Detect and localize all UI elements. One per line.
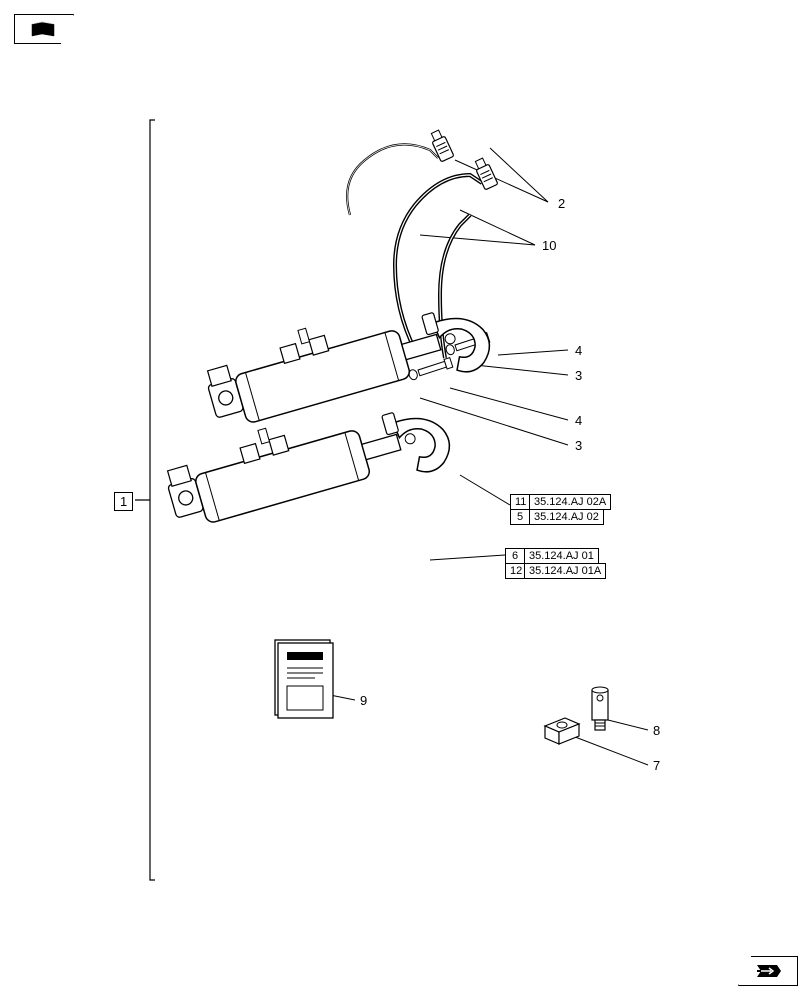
ref-code-6[interactable]: 35.124.AJ 01 (524, 548, 599, 564)
ref-code-12[interactable]: 35.124.AJ 01A (524, 563, 606, 579)
callout-4b: 4 (575, 413, 582, 428)
callout-1: 1 (114, 492, 133, 511)
callout-9: 9 (360, 693, 367, 708)
callout-3b: 3 (575, 438, 582, 453)
callout-3a: 3 (575, 368, 582, 383)
ref-code-5[interactable]: 35.124.AJ 02 (529, 509, 604, 525)
ref-num-6: 6 (505, 548, 525, 564)
ref-code-11[interactable]: 35.124.AJ 02A (529, 494, 611, 510)
callout-7: 7 (653, 758, 660, 773)
callout-2: 2 (558, 196, 565, 211)
ref-num-5: 5 (510, 509, 530, 525)
ref-num-11: 11 (510, 494, 530, 510)
callout-8: 8 (653, 723, 660, 738)
callout-4a: 4 (575, 343, 582, 358)
callout-10: 10 (542, 238, 556, 253)
ref-num-12: 12 (505, 563, 525, 579)
